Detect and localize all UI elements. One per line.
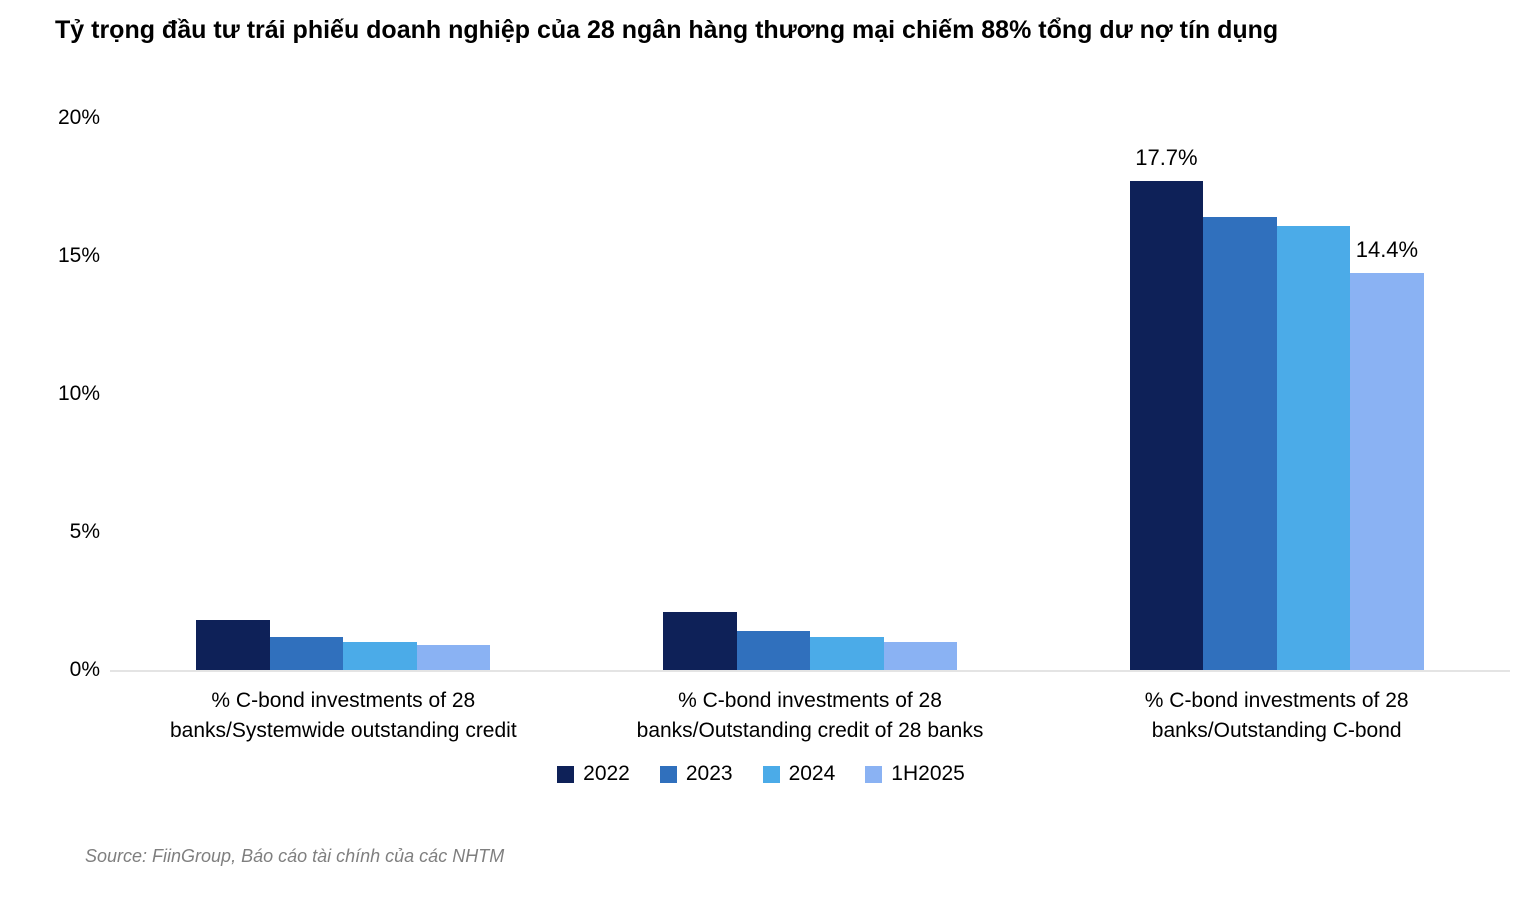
bar-1H2025-group2 (883, 642, 957, 670)
y-axis-tick: 15% (57, 244, 100, 267)
bar-2023-group2 (736, 631, 810, 670)
bar-2022-group3: 17.7% (1129, 145, 1204, 670)
legend-label: 1H2025 (891, 762, 965, 785)
x-axis-category-label: % C-bond investments of 28 banks/Outstan… (636, 689, 984, 742)
source-note: Source: FiinGroup, Báo cáo tài chính của… (85, 846, 505, 866)
legend-item-2024: 2024 (762, 762, 836, 786)
bar-2023-group3 (1203, 217, 1277, 670)
legend-label: 2023 (685, 762, 733, 785)
bar-2022-group2 (663, 612, 737, 670)
bar-2024-group1 (343, 642, 417, 670)
bar-2022-group1 (196, 620, 270, 670)
bar-group-2 (577, 118, 1044, 670)
bar-1H2025-group3: 14.4% (1350, 237, 1424, 670)
bar-value-label: 17.7% (1135, 145, 1198, 171)
legend-swatch-2022 (557, 765, 575, 783)
bar-2023-group1 (269, 636, 344, 670)
x-axis-category-label: % C-bond investments of 28 banks/Outstan… (1144, 689, 1409, 742)
bar-2024-group3 (1276, 225, 1351, 670)
y-axis-tick: 10% (57, 382, 100, 405)
legend-label: 2022 (583, 762, 630, 785)
legend-item-2022: 2022 (557, 762, 630, 786)
x-axis-category-label: % C-bond investments of 28 banks/Systemw… (169, 689, 517, 742)
x-axis-labels: % C-bond investments of 28 banks/Systemw… (110, 686, 1510, 746)
bar-2024-group2 (810, 636, 884, 670)
legend-swatch-1H2025 (865, 765, 883, 783)
y-axis-tick: 20% (57, 106, 100, 129)
legend-swatch-2024 (762, 765, 780, 783)
plot-area: 17.7% 14.4% (110, 118, 1510, 672)
legend: 2022 2023 2024 1H2025 (0, 762, 1522, 786)
bar-value-label: 14.4% (1355, 236, 1419, 262)
bar-1H2025-group1 (416, 645, 491, 670)
y-axis-tick: 0% (69, 658, 100, 681)
legend-item-1H2025: 1H2025 (865, 762, 965, 786)
chart-title: Tỷ trọng đầu tư trái phiếu doanh nghiệp … (55, 16, 1279, 44)
legend-item-2023: 2023 (659, 762, 733, 786)
bar-group-1 (110, 118, 577, 670)
bar-group-3: 17.7% 14.4% (1043, 118, 1510, 670)
legend-label: 2024 (788, 762, 836, 785)
legend-swatch-2023 (659, 765, 677, 783)
y-axis-tick: 5% (69, 520, 100, 543)
